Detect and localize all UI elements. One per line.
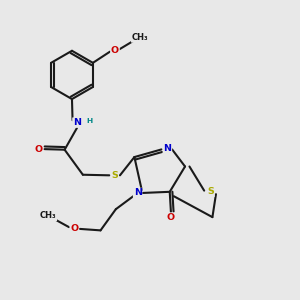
Text: O: O [34,145,42,154]
Text: N: N [73,118,81,127]
Text: H: H [86,118,92,124]
Text: CH₃: CH₃ [40,212,56,220]
Text: O: O [111,46,119,55]
Text: O: O [167,213,175,222]
Text: N: N [134,188,142,197]
Text: N: N [164,144,171,153]
Text: S: S [111,171,118,180]
Text: CH₃: CH₃ [132,33,148,42]
Text: O: O [70,224,78,233]
Text: S: S [207,187,214,196]
